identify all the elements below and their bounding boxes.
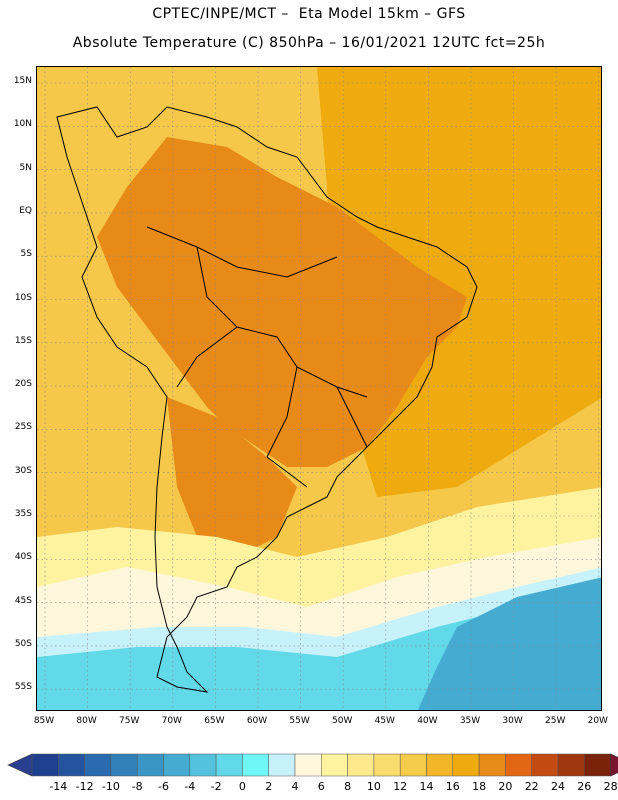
colorbar-swatch xyxy=(478,753,506,777)
lon-tick-label: 65W xyxy=(204,716,225,726)
lat-tick-label: 10S xyxy=(14,292,32,303)
lat-tick-label: 20S xyxy=(14,379,32,390)
map-panel xyxy=(36,66,602,711)
colorbar-tick-label: -2 xyxy=(210,780,222,793)
lon-tick-label: 45W xyxy=(374,716,395,726)
colorbar-tick-label: 0 xyxy=(238,780,246,793)
colorbar-tick-label: 16 xyxy=(445,780,460,793)
colorbar-swatch xyxy=(321,753,348,777)
lat-tick-label: 25S xyxy=(14,422,32,433)
colorbar-swatch xyxy=(84,753,112,777)
colorbar-tick-label: -12 xyxy=(75,780,94,793)
colorbar-tick-label: -14 xyxy=(49,780,68,793)
colorbar-tick-label: 2 xyxy=(265,780,273,793)
lon-tick-label: 80W xyxy=(76,716,97,726)
lat-tick-label: 5N xyxy=(19,162,32,173)
colorbar-tick-label: 14 xyxy=(419,780,434,793)
colorbar-swatch xyxy=(136,753,164,777)
lon-tick-label: 35W xyxy=(459,716,481,726)
colorbar-swatch xyxy=(557,753,585,777)
colorbar-swatch xyxy=(584,753,611,777)
colorbar-tick-label: 4 xyxy=(291,780,299,793)
colorbar-swatch xyxy=(452,753,480,777)
colorbar-tick-label: 20 xyxy=(498,780,513,793)
cold-blue-region xyxy=(417,577,601,710)
colorbar-tick-label: 28 xyxy=(603,780,618,793)
lon-tick-label: 75W xyxy=(119,716,140,726)
colorbar-swatch xyxy=(268,753,296,777)
lon-tick-label: 60W xyxy=(246,716,268,726)
lon-tick-label: 50W xyxy=(332,716,353,726)
lon-tick-label: 40W xyxy=(417,716,438,726)
temperature-map xyxy=(37,67,601,710)
lon-tick-label: 70W xyxy=(161,716,182,726)
country-borders xyxy=(146,226,368,488)
colorbar-tick-label: 6 xyxy=(317,780,325,793)
lat-tick-label: 30S xyxy=(14,465,32,476)
chart-title-line-1: CPTEC/INPE/MCT – Eta Model 15km – GFS xyxy=(152,6,466,22)
lat-tick-label: 50S xyxy=(14,638,32,649)
colorbar-swatch xyxy=(215,753,243,777)
colorbar-high-arrow xyxy=(610,753,618,777)
lon-tick-label: 20W xyxy=(587,716,608,726)
colorbar-swatch xyxy=(531,753,559,777)
colorbar-swatch xyxy=(426,753,454,777)
colorbar-tick-label: 26 xyxy=(577,780,592,793)
lon-tick-label: 25W xyxy=(545,716,566,726)
lat-tick-label: EQ xyxy=(19,205,32,216)
colorbar-tick-label: -6 xyxy=(158,780,169,793)
colorbar xyxy=(7,753,618,777)
colorbar-tick-label: -10 xyxy=(101,780,120,793)
lat-tick-label: 35S xyxy=(14,509,32,519)
colorbar-swatch xyxy=(163,753,191,777)
colorbar-swatch xyxy=(31,753,59,777)
lat-tick-label: 10N xyxy=(13,119,32,130)
colorbar-swatch xyxy=(505,753,532,777)
colorbar-swatch xyxy=(189,753,217,777)
lon-tick-label: 85W xyxy=(33,716,55,726)
lat-tick-label: 15N xyxy=(13,76,32,86)
colorbar-tick-label: 22 xyxy=(524,780,539,793)
colorbar-tick-label: -4 xyxy=(184,780,196,793)
lat-tick-label: 5S xyxy=(20,249,32,260)
colorbar-swatch xyxy=(242,753,269,777)
colorbar-low-arrow xyxy=(7,753,33,777)
lon-tick-label: 55W xyxy=(289,716,310,726)
colorbar-tick-label: 12 xyxy=(393,780,408,793)
colorbar-tick-label: -8 xyxy=(131,780,143,793)
lon-tick-label: 30W xyxy=(502,716,523,726)
colorbar-tick-label: 10 xyxy=(366,780,381,793)
hot-south-region xyxy=(167,397,297,557)
colorbar-swatch xyxy=(399,753,427,777)
colorbar-swatch xyxy=(110,753,138,777)
lat-tick-label: 55S xyxy=(14,682,32,693)
colorbar-swatch xyxy=(347,753,375,777)
colorbar-tick-label: 8 xyxy=(344,780,352,793)
south-america-coastline xyxy=(56,106,478,693)
colorbar-tick-label: 24 xyxy=(551,780,565,793)
chart-title-line-2: Absolute Temperature (C) 850hPa – 16/01/… xyxy=(72,35,546,51)
colorbar-swatch xyxy=(294,753,322,777)
colorbar-tick-label: 18 xyxy=(472,780,487,793)
hot-interior-region xyxy=(97,137,467,467)
lat-tick-label: 40S xyxy=(14,552,32,563)
lat-tick-label: 15S xyxy=(14,335,32,346)
lat-tick-label: 45S xyxy=(14,595,32,606)
colorbar-swatch xyxy=(373,753,401,777)
colorbar-swatch xyxy=(58,753,85,777)
